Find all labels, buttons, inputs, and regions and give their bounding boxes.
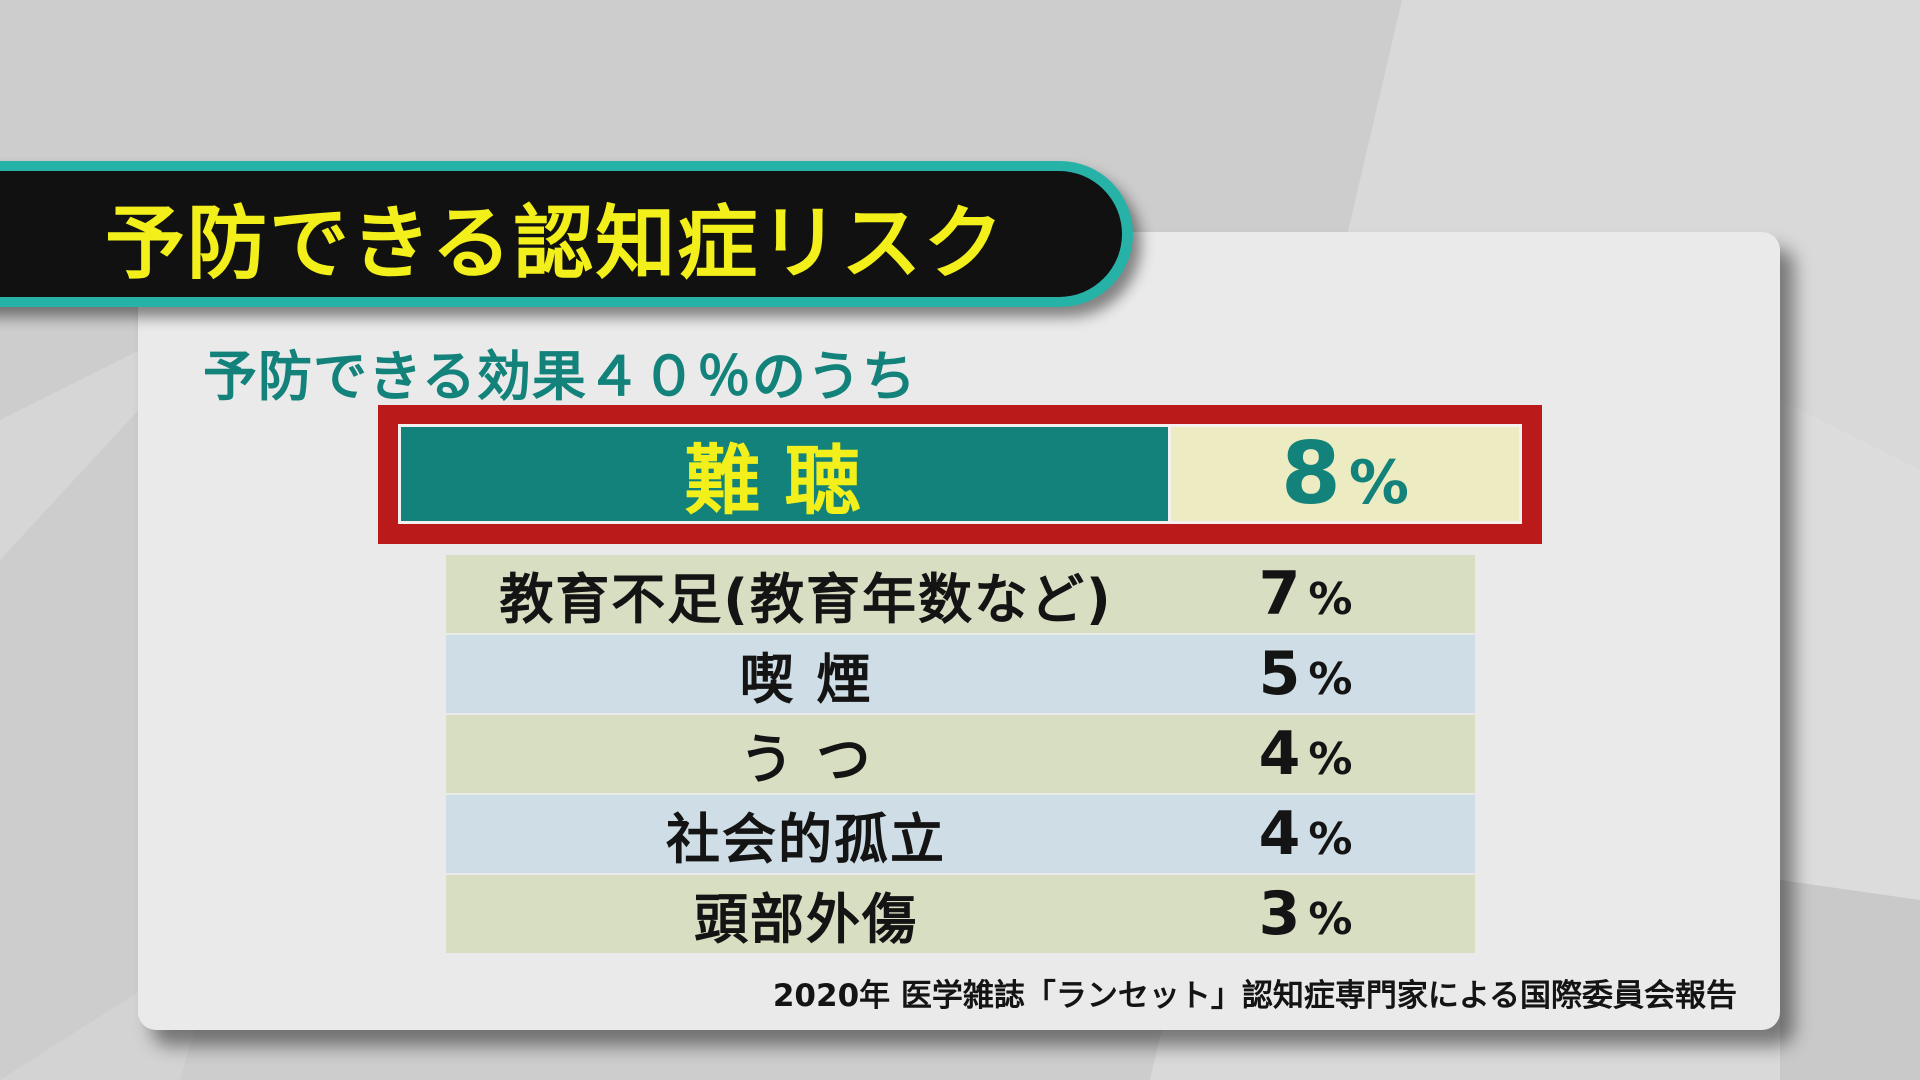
- percent-sign: %: [1308, 894, 1353, 945]
- row-value: 5 %: [1166, 639, 1475, 709]
- row-number: 3: [1258, 879, 1301, 949]
- row-value: 3 %: [1166, 879, 1475, 949]
- row-label: 教育不足(教育年数など): [499, 567, 1113, 631]
- table-row: 喫 煙 5 %: [446, 635, 1475, 713]
- highlight-row: 難聴 8 %: [398, 424, 1522, 525]
- row-value: 4 %: [1166, 799, 1475, 869]
- table-row: 頭部外傷 3 %: [446, 875, 1475, 953]
- row-value: 7 %: [1166, 559, 1475, 629]
- row-number: 4: [1258, 719, 1301, 789]
- percent-sign: %: [1308, 734, 1353, 785]
- highlight-number: 8: [1281, 424, 1341, 524]
- risk-table: 教育不足(教育年数など) 7 % 喫 煙 5 % う つ 4 % 社会的孤立 4…: [446, 555, 1475, 955]
- row-label: 頭部外傷: [694, 887, 918, 951]
- highlight-box: 難聴 8 %: [378, 405, 1542, 544]
- percent-sign: %: [1308, 574, 1353, 625]
- percent-sign: %: [1308, 654, 1353, 705]
- title-banner-fill: 予防できる認知症リスク: [0, 171, 1122, 297]
- row-value: 4 %: [1166, 719, 1475, 789]
- table-row: 教育不足(教育年数など) 7 %: [446, 555, 1475, 633]
- percent-sign: %: [1308, 814, 1353, 865]
- page-title: 予防できる認知症リスク: [105, 197, 1006, 290]
- table-row: 社会的孤立 4 %: [446, 795, 1475, 873]
- row-number: 7: [1258, 559, 1301, 629]
- row-label: 社会的孤立: [666, 807, 946, 871]
- title-banner: 予防できる認知症リスク: [0, 161, 1133, 307]
- row-label: 喫 煙: [739, 647, 873, 711]
- table-row: う つ 4 %: [446, 715, 1475, 793]
- subtitle: 予防できる効果４０％のうち: [203, 345, 917, 408]
- row-number: 4: [1258, 799, 1301, 869]
- source-citation: 2020年 医学雑誌「ランセット」認知症専門家による国際委員会報告: [772, 978, 1737, 1014]
- row-label: う つ: [739, 727, 873, 791]
- highlight-label: 難聴: [401, 427, 1168, 525]
- highlight-value: 8 %: [1171, 424, 1519, 524]
- row-number: 5: [1258, 639, 1301, 709]
- percent-sign: %: [1348, 448, 1409, 518]
